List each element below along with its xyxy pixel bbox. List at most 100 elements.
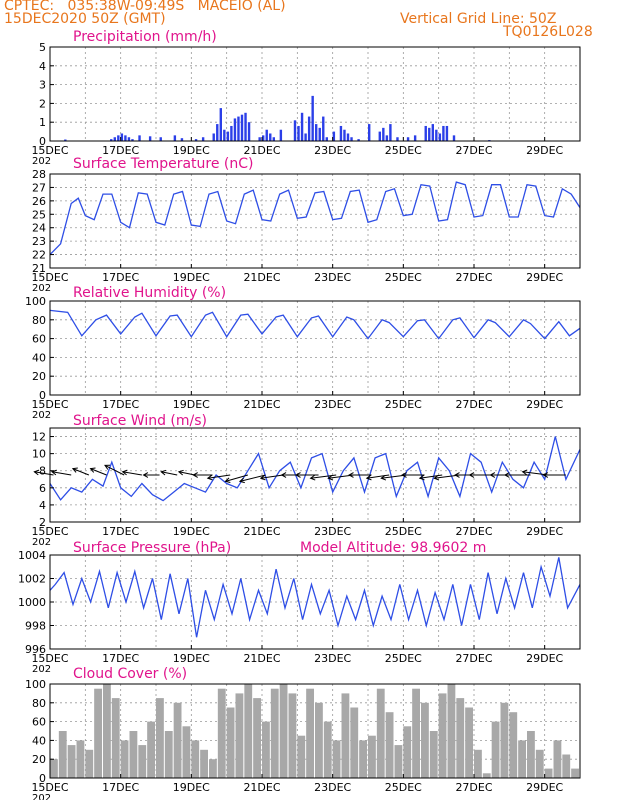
temp-xtick-label: 27DEC xyxy=(455,271,492,284)
rh-ytick-label: 40 xyxy=(32,351,46,364)
wind-arrow-head xyxy=(348,472,354,478)
pres-xtick-label: 15DEC xyxy=(31,652,68,665)
cloud-bar xyxy=(403,726,412,778)
temp-ytick-label: 25 xyxy=(32,208,46,221)
cloud-bar xyxy=(138,745,147,778)
temp-xtick-label: 19DEC xyxy=(173,271,210,284)
cloud-ytick-label: 100 xyxy=(25,678,46,691)
cloud-frame xyxy=(49,683,581,779)
precip-bar xyxy=(300,112,304,141)
precip-bar xyxy=(297,125,300,141)
precip-bar xyxy=(120,133,124,141)
cloud-bar xyxy=(376,688,385,778)
wind-arrow-shaft xyxy=(239,474,266,482)
precip-bar xyxy=(307,116,311,141)
precip-bar xyxy=(350,137,353,141)
wind-arrow-head xyxy=(380,474,387,481)
wind-ytick-label: 6 xyxy=(39,482,46,495)
wind-arrow-shaft xyxy=(161,471,178,476)
header-grid-note: Vertical Grid Line: 50Z xyxy=(400,11,557,27)
cloud-bar xyxy=(562,754,571,778)
precip-bar xyxy=(138,135,141,141)
cloud-bar xyxy=(253,698,261,778)
pres-xtick-label: 23DEC xyxy=(314,652,351,665)
wind-arrow-head xyxy=(177,469,184,476)
wind-arrow-head xyxy=(295,472,301,478)
precip-bar xyxy=(230,125,233,141)
wind-arrow-head xyxy=(454,472,460,478)
precip-xtick-label: 17DEC xyxy=(102,144,139,157)
precip-bar xyxy=(322,116,325,141)
precip-bar xyxy=(110,139,113,141)
precip-bar xyxy=(438,133,442,141)
wind-arrow-shaft xyxy=(225,474,249,482)
cloud-bar xyxy=(244,684,253,778)
pres-xtick-label: 27DEC xyxy=(455,652,492,665)
humidity-title: Relative Humidity (%) xyxy=(73,285,227,301)
precip-bar xyxy=(396,137,399,141)
precip-bar xyxy=(131,139,134,141)
precip-bar xyxy=(262,135,265,141)
wind-title: Surface Wind (m/s) xyxy=(73,413,207,429)
wind-xtick-label: 29DEC xyxy=(526,525,563,538)
precip-bar xyxy=(413,135,417,141)
cloud-xtick-label: 15DEC xyxy=(31,781,68,794)
temp-xtick-label: 23DEC xyxy=(314,271,351,284)
altitude-label: Model Altitude: 98.9602 m xyxy=(300,540,487,556)
cloud-bar xyxy=(385,712,394,778)
precip-bar xyxy=(113,137,116,141)
wind-arrow-shaft xyxy=(122,471,142,476)
cloud-xtick-label: 23DEC xyxy=(314,781,351,794)
cloud-bar xyxy=(553,740,562,778)
precip-xtick-label: 23DEC xyxy=(314,144,351,157)
precip-bar xyxy=(389,124,392,141)
cloud-bar xyxy=(518,740,526,778)
cloud-bar xyxy=(191,740,200,778)
wind-xtick-label: 15DEC xyxy=(31,525,68,538)
wind-arrow-head xyxy=(89,467,96,473)
wind-arrow-shaft xyxy=(72,468,90,476)
wind-arrow-head xyxy=(401,472,407,478)
cloud-bar xyxy=(226,707,235,778)
cloud-xtick-label: 29DEC xyxy=(526,781,563,794)
precip-ytick-label: 0 xyxy=(39,135,46,148)
precip-bar xyxy=(343,129,346,141)
rh-ytick-label: 60 xyxy=(32,333,46,346)
cloud-ytick-label: 40 xyxy=(32,734,46,747)
cloud-bar xyxy=(147,721,155,778)
cloud-year-label: 202 xyxy=(32,793,51,800)
wind-arrow-shaft xyxy=(90,468,107,476)
cloud-bar xyxy=(94,688,102,778)
precip-bar xyxy=(311,95,314,141)
cloud-bar xyxy=(182,726,191,778)
precip-bar xyxy=(339,125,343,141)
precip-bar xyxy=(117,135,120,141)
cloud-bar xyxy=(129,731,138,778)
temp-ytick-label: 22 xyxy=(32,249,46,262)
wind-arrow-shaft xyxy=(207,474,231,479)
cloud-bar xyxy=(332,740,341,778)
wind-arrow-shaft xyxy=(104,464,125,476)
precip-bar xyxy=(240,114,244,141)
wind-arrow-head xyxy=(259,474,266,481)
pres-xtick-label: 17DEC xyxy=(102,652,139,665)
cloud-bar xyxy=(412,688,420,778)
precip-bar xyxy=(424,125,427,141)
wind-year-label: 202 xyxy=(32,537,51,548)
rh-xtick-label: 19DEC xyxy=(173,398,210,411)
wind-arrow-shaft xyxy=(51,471,72,476)
temp-xtick-label: 25DEC xyxy=(385,271,422,284)
precip-bar xyxy=(265,129,268,141)
rh-xtick-label: 27DEC xyxy=(455,398,492,411)
cloud-ytick-label: 60 xyxy=(32,716,46,729)
precip-bar xyxy=(368,124,371,141)
cloud-bar xyxy=(120,740,129,778)
wind-arrow-head xyxy=(121,469,128,476)
cloud-ytick-label: 20 xyxy=(32,753,46,766)
precip-bar xyxy=(385,135,389,141)
precip-xtick-label: 15DEC xyxy=(31,144,68,157)
rh-line xyxy=(49,309,581,340)
cloud-bar xyxy=(235,693,244,778)
precip-title: Precipitation (mm/h) xyxy=(73,29,217,45)
